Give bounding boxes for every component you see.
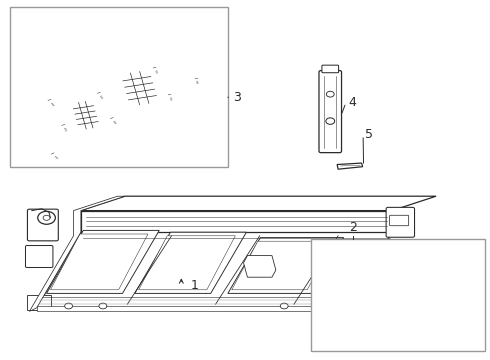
FancyBboxPatch shape (27, 209, 58, 241)
Circle shape (421, 291, 428, 296)
Bar (359, 311, 361, 316)
Wedge shape (403, 291, 413, 298)
Bar (311, 239, 485, 351)
Polygon shape (135, 232, 246, 293)
Circle shape (385, 276, 392, 281)
Circle shape (333, 298, 338, 301)
Bar (27, 295, 51, 310)
Circle shape (409, 296, 419, 303)
Circle shape (65, 303, 73, 309)
FancyBboxPatch shape (71, 99, 101, 131)
Wedge shape (368, 278, 377, 285)
Circle shape (357, 309, 363, 313)
FancyBboxPatch shape (319, 71, 342, 153)
Circle shape (341, 270, 345, 274)
Bar (34, 149, 47, 153)
Bar (176, 52, 189, 55)
Circle shape (420, 278, 422, 279)
Circle shape (375, 283, 385, 290)
Wedge shape (415, 301, 425, 308)
Bar (169, 94, 172, 100)
Wedge shape (331, 265, 339, 273)
Polygon shape (139, 236, 235, 290)
Wedge shape (325, 294, 331, 302)
Bar (178, 58, 190, 62)
Bar (179, 64, 191, 68)
Text: 2: 2 (349, 221, 357, 234)
Circle shape (335, 288, 341, 293)
Bar (416, 292, 425, 298)
Circle shape (326, 118, 335, 124)
Circle shape (382, 262, 387, 266)
FancyBboxPatch shape (390, 215, 409, 226)
Circle shape (338, 268, 348, 275)
Polygon shape (81, 211, 392, 232)
Wedge shape (347, 271, 355, 279)
Circle shape (47, 98, 52, 102)
Circle shape (38, 211, 55, 224)
Polygon shape (29, 196, 125, 311)
Circle shape (418, 277, 423, 280)
FancyBboxPatch shape (322, 65, 339, 73)
Bar (154, 67, 158, 73)
Wedge shape (382, 287, 392, 294)
Polygon shape (337, 163, 363, 169)
Bar (31, 136, 45, 139)
Bar (343, 262, 350, 269)
Bar (335, 291, 340, 297)
FancyBboxPatch shape (25, 246, 53, 267)
Bar (33, 143, 46, 147)
Bar (111, 117, 117, 124)
Wedge shape (340, 297, 346, 305)
Text: 1: 1 (191, 279, 199, 292)
Circle shape (43, 215, 50, 220)
Circle shape (442, 294, 444, 296)
Circle shape (109, 116, 115, 120)
Circle shape (99, 303, 107, 309)
FancyBboxPatch shape (27, 130, 51, 158)
Bar (381, 278, 390, 284)
Circle shape (96, 91, 101, 95)
Circle shape (412, 298, 416, 301)
Bar (62, 125, 67, 131)
Circle shape (152, 66, 157, 69)
Circle shape (60, 123, 66, 127)
Circle shape (167, 93, 172, 96)
Bar (196, 78, 198, 84)
Polygon shape (228, 238, 343, 293)
Text: 4: 4 (348, 96, 356, 109)
Bar (383, 264, 386, 269)
Circle shape (194, 77, 199, 80)
Polygon shape (81, 196, 436, 211)
Polygon shape (232, 241, 333, 290)
Circle shape (331, 296, 340, 303)
Bar (10, 7, 228, 167)
Polygon shape (37, 232, 392, 308)
Bar (49, 99, 54, 106)
Circle shape (315, 303, 322, 309)
FancyBboxPatch shape (173, 47, 195, 72)
Bar (52, 153, 58, 159)
Bar (442, 295, 444, 300)
Polygon shape (37, 306, 348, 311)
Circle shape (50, 152, 55, 156)
Circle shape (280, 303, 288, 309)
Circle shape (359, 310, 361, 312)
Bar (98, 92, 103, 99)
Polygon shape (244, 256, 276, 277)
Text: 5: 5 (365, 129, 373, 141)
FancyBboxPatch shape (386, 207, 415, 237)
Text: 3: 3 (233, 91, 241, 104)
Circle shape (441, 293, 445, 297)
Circle shape (345, 260, 352, 265)
Circle shape (383, 263, 385, 265)
Polygon shape (47, 230, 159, 293)
FancyBboxPatch shape (120, 69, 160, 107)
Circle shape (377, 284, 382, 288)
Circle shape (326, 91, 334, 97)
Bar (420, 278, 423, 284)
Polygon shape (50, 234, 148, 290)
